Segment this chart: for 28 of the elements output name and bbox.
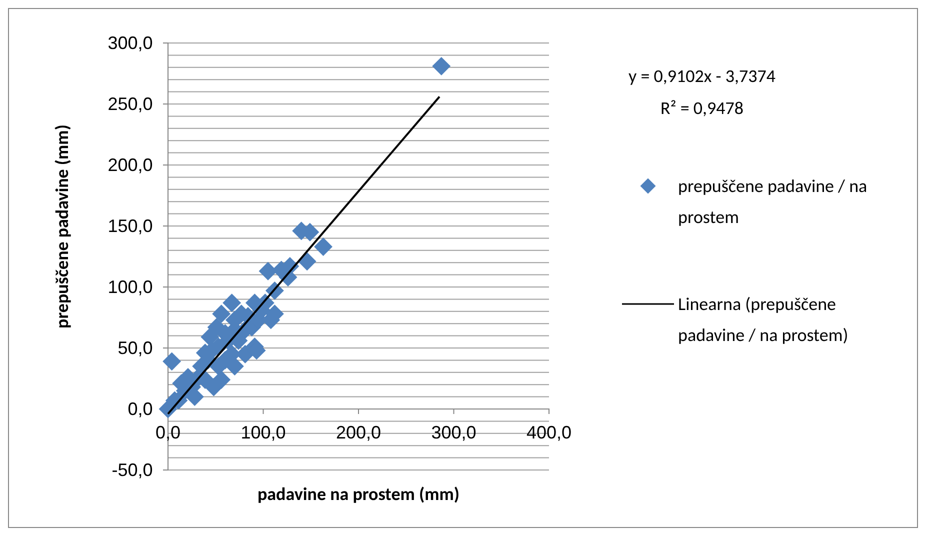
y-tick-label: 250,0: [108, 94, 153, 114]
legend-label: Linearna (prepuščene padavine / na prostem): [678, 293, 848, 346]
point: [162, 352, 182, 371]
point: [212, 370, 231, 389]
x-tick-label: 0,0: [155, 422, 181, 443]
y-tick-label: 100,0: [108, 276, 153, 297]
y-tick-label: 300,0: [108, 32, 153, 53]
y-tick-label: -50,0: [112, 460, 153, 480]
y-tick-label: 150,0: [108, 216, 153, 236]
x-axis-title: padavine na prostem (mm): [258, 483, 460, 505]
y-tick-label: 50,0: [118, 338, 153, 358]
x-tick-label: 200,0: [336, 422, 382, 443]
y-tick-label: 0,0: [128, 398, 153, 419]
x-tick-label: 300,0: [431, 422, 476, 443]
point: [225, 357, 244, 376]
x-tick-label: 100,0: [240, 422, 286, 443]
point: [298, 252, 316, 271]
point: [258, 262, 278, 280]
point: [432, 56, 451, 76]
text: R² = 0,9478: [660, 97, 744, 119]
text: y = 0,9102x - 3,7374: [628, 65, 776, 87]
point: [222, 294, 242, 312]
point: [212, 304, 231, 324]
point: [314, 238, 332, 256]
legend-label: prepuščene padavine / na prostem: [678, 175, 868, 228]
y-tick-label: 200,0: [108, 154, 153, 175]
y-axis-title: prepuščene padavine (mm): [51, 124, 73, 328]
x-tick-label: 400,0: [526, 422, 572, 443]
